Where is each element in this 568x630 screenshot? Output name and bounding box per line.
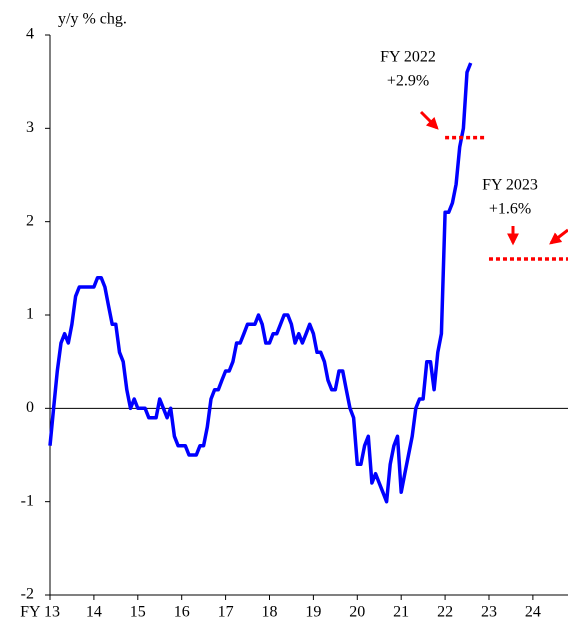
x-tick-label: 15 [130, 604, 146, 621]
x-tick-label: 23 [481, 604, 497, 621]
annotation: +2.9% [387, 73, 429, 90]
arrow [549, 228, 568, 245]
y-tick-label: -1 [21, 492, 34, 509]
y-tick-label: -2 [21, 586, 34, 603]
arrow [419, 110, 439, 130]
y-tick-label: 3 [26, 119, 34, 136]
x-tick-label: 14 [86, 604, 102, 621]
x-tick-label: 17 [218, 604, 234, 621]
annotation: +1.6% [489, 201, 531, 218]
x-tick-label: 16 [174, 604, 190, 621]
x-tick-label: 21 [393, 604, 409, 621]
y-tick-label: 2 [26, 212, 34, 229]
y-tick-label: 0 [26, 399, 34, 416]
x-tick-label: FY 13 [20, 604, 60, 621]
annotation: FY 2023 [482, 177, 538, 194]
y-tick-label: 4 [26, 26, 34, 43]
x-tick-label: 24 [525, 604, 541, 621]
x-tick-label: 19 [305, 604, 321, 621]
x-tick-label: 18 [261, 604, 277, 621]
data-line [48, 62, 473, 504]
x-tick-label: 22 [437, 604, 453, 621]
y-axis-label: y/y % chg. [58, 11, 127, 28]
y-tick-label: 1 [26, 306, 34, 323]
annotation: FY 2022 [380, 49, 436, 66]
x-tick-label: 20 [349, 604, 365, 621]
